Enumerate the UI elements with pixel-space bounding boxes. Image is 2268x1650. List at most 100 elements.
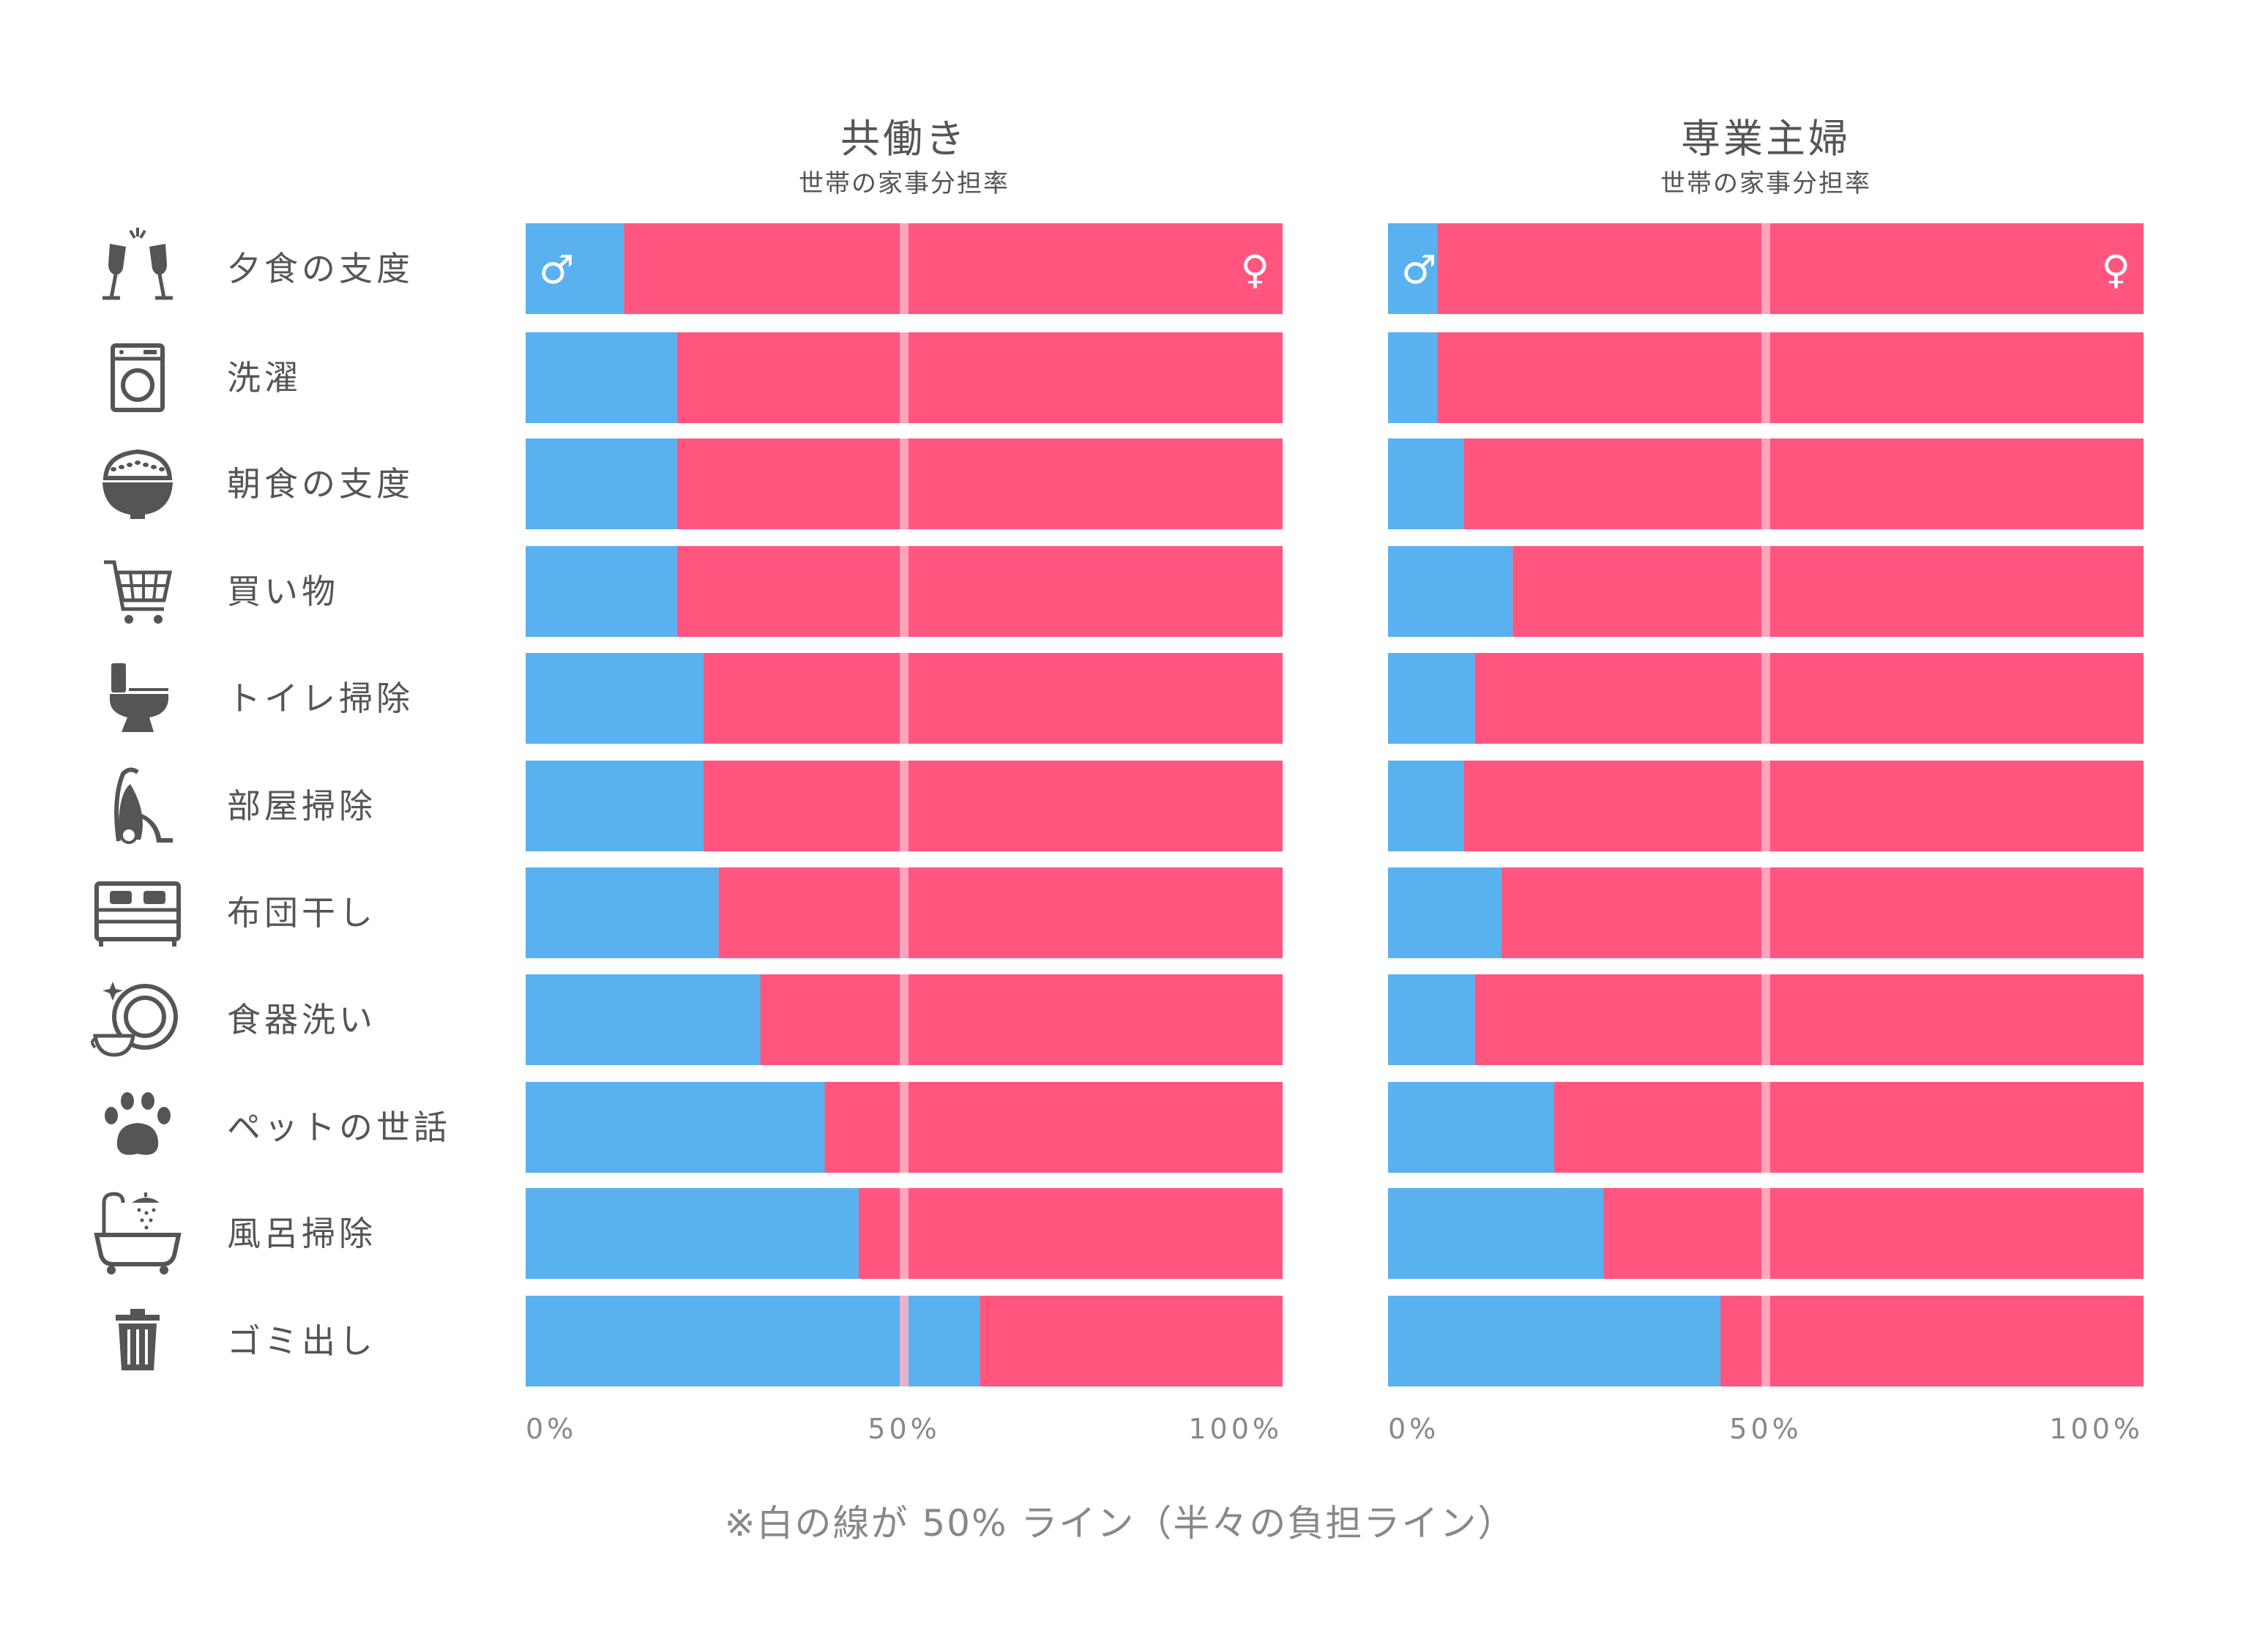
reference-line-50: [1761, 1188, 1770, 1279]
bar-male: [526, 1296, 980, 1386]
shopping-cart-icon: [104, 560, 173, 624]
bar-male: [526, 1082, 825, 1173]
bar-male: [1388, 546, 1513, 637]
bed-icon: [94, 881, 181, 947]
bar-female: [1437, 332, 2144, 423]
x-tick-label: 50%: [1729, 1413, 1802, 1445]
x-tick-label: 0%: [526, 1413, 577, 1445]
task-label: 朝食の支度: [227, 464, 414, 504]
reference-line-50: [1761, 867, 1770, 958]
chart-subtitle: 世帯の家事分担率: [799, 169, 1010, 198]
bar-female: [718, 867, 1283, 958]
reference-line-50: [1761, 546, 1770, 637]
reference-line-50: [1761, 332, 1770, 423]
task-label: 部屋掃除: [227, 786, 376, 826]
reference-line-50: [900, 546, 909, 637]
rice-bowl-icon: [102, 449, 173, 519]
bar-male: [526, 1188, 859, 1279]
reference-line-50: [900, 1188, 909, 1279]
bar-male: [1388, 653, 1475, 744]
female-symbol: ♀: [1240, 247, 1269, 293]
dish-washing-icon: [91, 982, 178, 1057]
bar-female: [1603, 1188, 2144, 1279]
vacuum-cleaner-icon: [114, 767, 173, 844]
bar-female: [824, 1082, 1283, 1173]
task-label: 夕食の支度: [227, 249, 414, 288]
bar-male: [526, 653, 704, 744]
bar-male: [526, 438, 677, 529]
champagne-glasses-icon: [102, 228, 173, 300]
bar-male: [526, 974, 761, 1065]
bathtub-icon: [94, 1192, 182, 1274]
female-symbol: ♀: [2101, 247, 2130, 293]
task-label: 布団干し: [227, 893, 376, 933]
male-symbol: ♂: [539, 247, 574, 293]
reference-line-50: [900, 653, 909, 744]
bar-female: [858, 1188, 1283, 1279]
footnote: ※白の線が 50% ライン（半々の負担ライン）: [725, 1502, 1516, 1545]
task-label: 風呂掃除: [227, 1214, 376, 1253]
reference-line-50: [1761, 1082, 1770, 1173]
bar-female: [980, 1296, 1283, 1386]
reference-line-50: [900, 1082, 909, 1173]
bar-female: [1554, 1082, 2144, 1173]
bar-male: [1388, 974, 1475, 1065]
task-label: 洗濯: [227, 358, 302, 397]
bar-female: [703, 761, 1283, 851]
x-tick-label: 100%: [2049, 1413, 2144, 1445]
bar-female: [676, 438, 1283, 529]
task-label: 買い物: [227, 572, 339, 611]
bar-female: [1512, 546, 2144, 637]
bar-female: [1720, 1296, 2144, 1386]
bar-male: [1388, 867, 1502, 958]
bar-male: [526, 867, 719, 958]
bar-male: [1388, 438, 1464, 529]
reference-line-50: [1761, 223, 1770, 314]
bar-male: [526, 546, 677, 637]
bar-male: [1388, 223, 1438, 314]
toilet-icon: [110, 663, 168, 732]
bar-female: [624, 223, 1283, 314]
bar-female: [1437, 223, 2144, 314]
x-tick-label: 100%: [1188, 1413, 1283, 1445]
reference-line-50: [900, 438, 909, 529]
bar-female: [760, 974, 1283, 1065]
paw-icon: [105, 1092, 171, 1155]
bar-female: [1463, 761, 2144, 851]
task-label: ペットの世話: [227, 1108, 451, 1147]
bar-male: [526, 332, 677, 423]
bar-female: [1474, 974, 2144, 1065]
bar-male: [1388, 1082, 1555, 1173]
male-symbol: ♂: [1401, 247, 1436, 293]
chart-title: 共働き: [840, 116, 968, 162]
reference-line-50: [1761, 974, 1770, 1065]
reference-line-50: [900, 1296, 909, 1386]
trash-can-icon: [116, 1309, 160, 1370]
reference-line-50: [1761, 438, 1770, 529]
reference-line-50: [1761, 1296, 1770, 1386]
task-label: トイレ掃除: [227, 679, 414, 718]
bar-male: [526, 223, 624, 314]
bar-male: [1388, 1188, 1604, 1279]
bar-female: [703, 653, 1283, 744]
reference-line-50: [900, 761, 909, 851]
task-label: 食器洗い: [227, 1000, 376, 1039]
bar-female: [1501, 867, 2144, 958]
bar-female: [676, 332, 1283, 423]
reference-line-50: [900, 974, 909, 1065]
task-label: ゴミ出し: [227, 1321, 376, 1361]
x-tick-label: 0%: [1388, 1413, 1439, 1445]
bar-female: [676, 546, 1283, 637]
reference-line-50: [900, 223, 909, 314]
reference-line-50: [900, 332, 909, 423]
bar-male: [1388, 761, 1464, 851]
reference-line-50: [1761, 653, 1770, 744]
bar-female: [1463, 438, 2144, 529]
reference-line-50: [900, 867, 909, 958]
bar-female: [1474, 653, 2144, 744]
washing-machine-icon: [111, 343, 165, 412]
